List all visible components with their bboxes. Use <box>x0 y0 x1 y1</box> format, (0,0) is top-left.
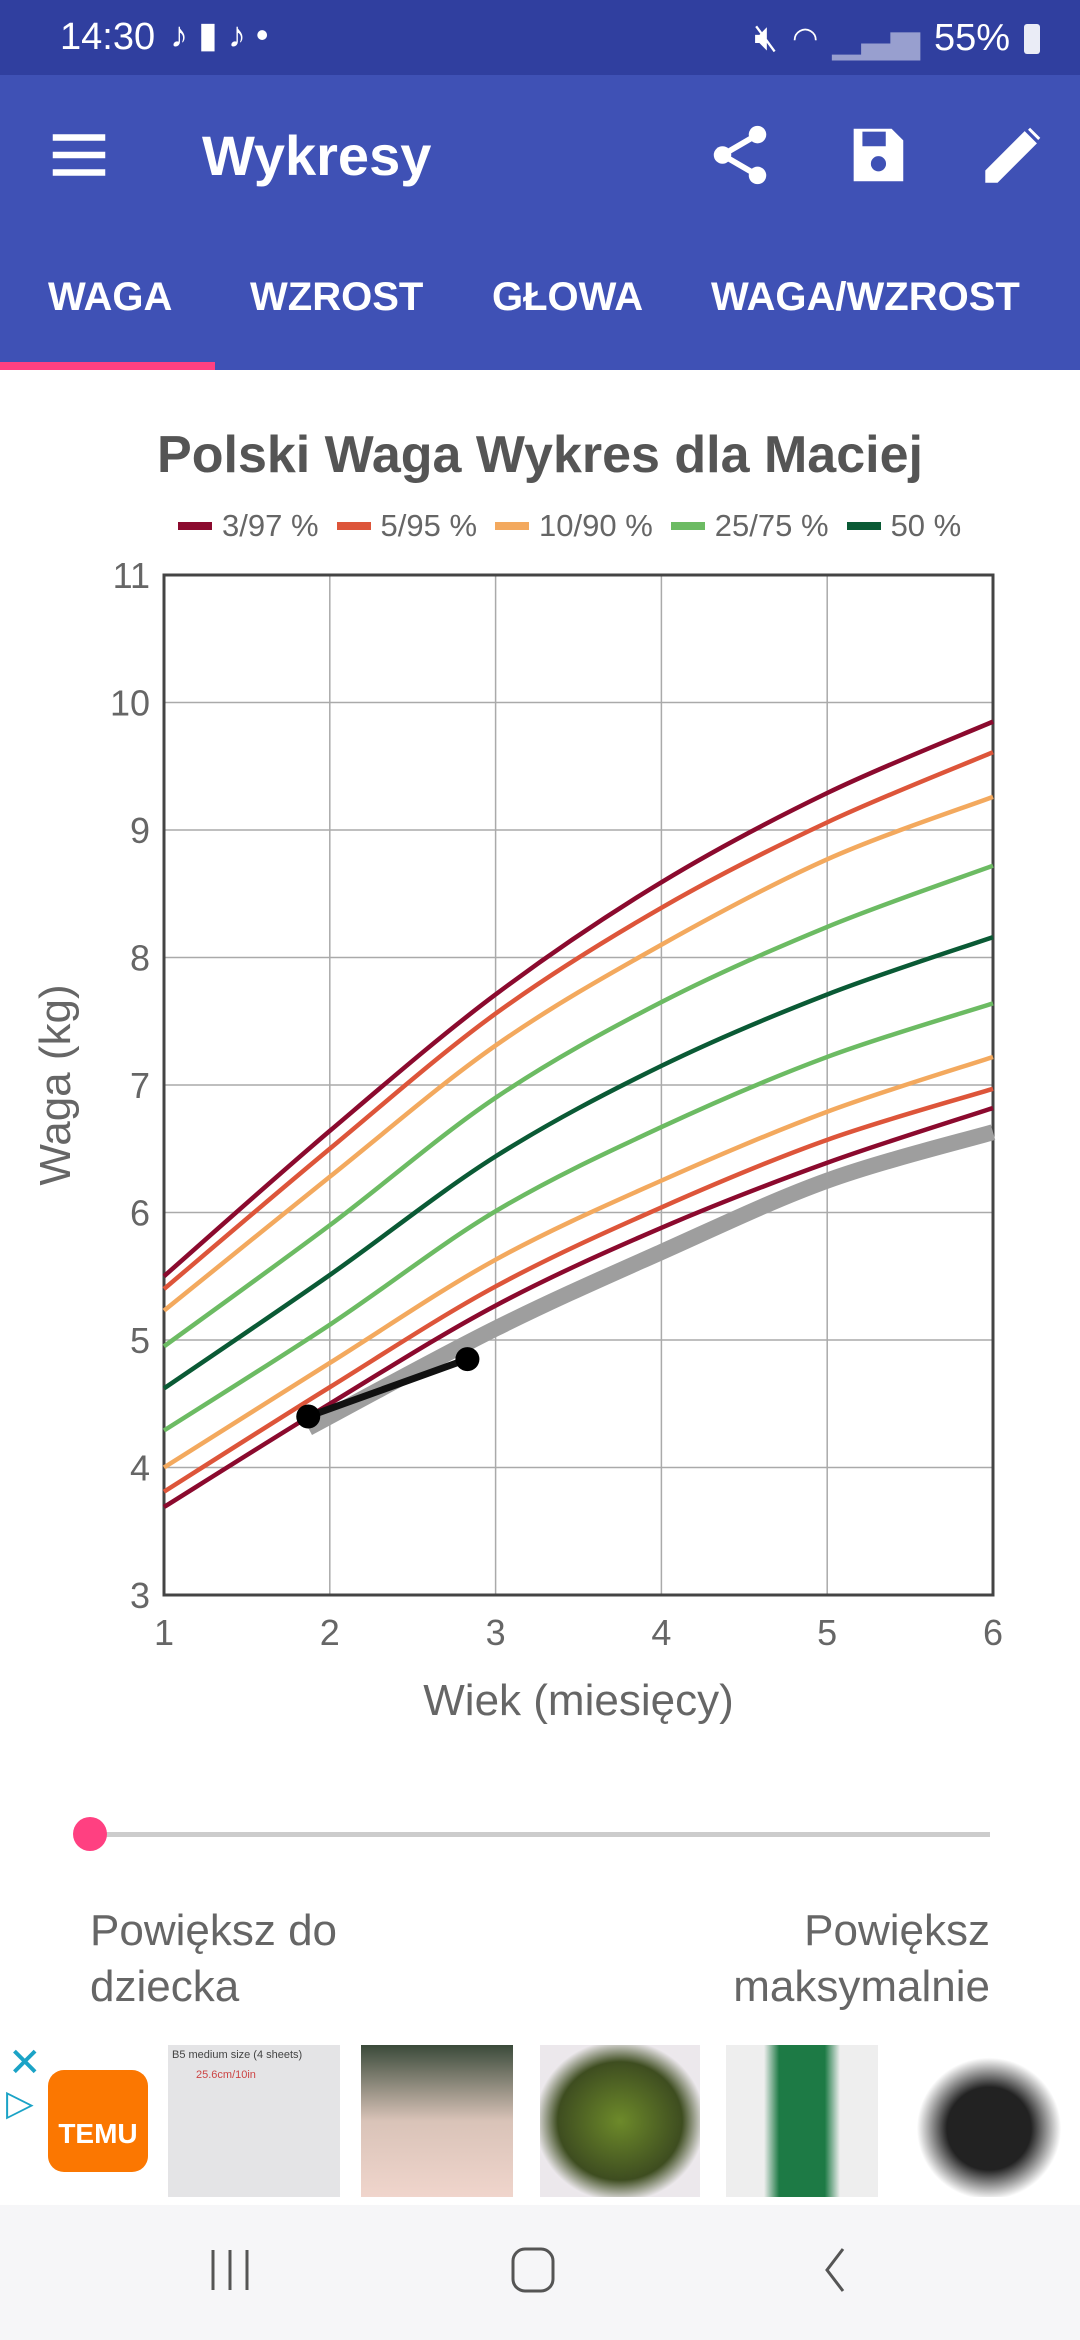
plot-border <box>162 573 995 1597</box>
legend-label: 10/90 % <box>539 508 653 543</box>
legend-item: 5/95 % <box>336 508 478 544</box>
ad-product-image[interactable] <box>726 2045 878 2197</box>
x-tick-label: 2 <box>320 1612 340 1653</box>
battery-icon <box>1024 23 1040 54</box>
legend-item: 10/90 % <box>495 508 653 544</box>
percentile-line-75 <box>162 863 994 1349</box>
legend-item: 50 % <box>846 508 962 544</box>
percentile-line-90 <box>162 794 994 1313</box>
chart-legend: 3/97 % 5/95 % 10/90 % 25/75 % 50 % <box>178 508 961 544</box>
legend-swatch <box>846 522 881 530</box>
zoom-slider-track[interactable] <box>90 1832 990 1837</box>
x-tick-label: 6 <box>983 1612 1003 1653</box>
back-icon[interactable] <box>815 2245 855 2295</box>
close-ad-icon[interactable]: ✕ <box>8 2041 42 2085</box>
legend-swatch <box>178 522 212 530</box>
ad-product-image[interactable] <box>540 2045 700 2197</box>
ad-product-image[interactable] <box>904 2045 1074 2197</box>
clock: 14:30 <box>60 16 156 58</box>
zoom-max-label[interactable]: Powiększ maksymalnie <box>733 1906 990 2011</box>
ad-product-image[interactable]: B5 medium size (4 sheets) 25.6cm/10in <box>168 2045 340 2197</box>
percentile-line-97 <box>162 719 994 1278</box>
legend-item: 3/97 % <box>178 508 319 544</box>
y-tick-label: 11 <box>113 555 150 596</box>
legend-swatch <box>336 522 371 530</box>
y-tick-label: 3 <box>130 1575 150 1616</box>
child-data-point <box>296 1404 321 1429</box>
tab-waga[interactable]: WAGA <box>48 275 173 319</box>
y-tick-label: 8 <box>130 938 150 979</box>
x-tick-label: 5 <box>817 1612 837 1653</box>
legend-swatch <box>670 522 705 530</box>
battery-percent: 55% <box>933 17 1010 59</box>
x-tick-label: 3 <box>486 1612 506 1653</box>
share-icon[interactable] <box>705 120 775 190</box>
growth-chart[interactable]: 1 2 3 4 5 6 3 4 5 6 7 8 9 10 11 Wiek (miesięcy) Waga (kg… <box>0 540 1080 1760</box>
ad-banner[interactable]: ✕ ▷ TEMU B5 medium size (4 sheets) 25.6cm… <box>0 2040 1080 2200</box>
percentile-line-95 <box>162 750 994 1291</box>
y-tick-label: 10 <box>110 683 150 724</box>
legend-swatch <box>495 522 530 530</box>
chart-title: Polski Waga Wykres dla Maciej <box>157 426 923 484</box>
child-data-point <box>455 1347 480 1372</box>
legend-label: 3/97 % <box>222 508 319 543</box>
y-axis-label: Waga (kg) <box>31 984 80 1185</box>
x-tick-label: 4 <box>651 1612 671 1653</box>
active-tab-indicator <box>0 362 215 370</box>
zoom-to-child-label[interactable]: Powiększ do dziecka <box>90 1906 338 2011</box>
zoom-slider-thumb[interactable] <box>73 1817 107 1851</box>
legend-item: 25/75 % <box>670 508 829 544</box>
home-icon[interactable] <box>508 2245 558 2295</box>
percentile-line-50 <box>162 934 994 1391</box>
system-icons: 🔇︎ ◠ ▁▃▅ 55% <box>754 16 1040 61</box>
tab-glowa[interactable]: GŁOWA <box>492 275 644 319</box>
tab-waga-wzrost[interactable]: WAGA/WZROST <box>711 275 1020 319</box>
y-tick-label: 5 <box>130 1320 150 1361</box>
legend-label: 5/95 % <box>380 508 478 543</box>
y-tick-label: 6 <box>130 1193 150 1234</box>
mute-icon: 🔇︎ <box>754 17 779 59</box>
temu-logo[interactable]: TEMU <box>48 2070 148 2172</box>
signal-icon: ▁▃▅ <box>832 18 920 60</box>
navigation-bar <box>0 2205 1080 2340</box>
recent-apps-icon[interactable] <box>205 2245 255 2295</box>
x-axis-label: Wiek (miesięcy) <box>423 1676 733 1725</box>
legend-label: 25/75 % <box>714 508 829 543</box>
menu-icon[interactable] <box>44 120 114 190</box>
percentile-line-5 <box>162 1086 994 1494</box>
notification-icons: ♪ ▮ ♪ • <box>170 14 269 55</box>
projection-band <box>304 1124 996 1436</box>
y-tick-label: 4 <box>130 1448 150 1489</box>
tab-wzrost[interactable]: WZROST <box>250 275 424 319</box>
status-bar: 14:30 ♪ ▮ ♪ • 🔇︎ ◠ ▁▃▅ 55% <box>0 0 1080 75</box>
save-icon[interactable] <box>842 120 912 190</box>
page-title: Wykresy <box>202 124 432 187</box>
app-bar: Wykresy WAGA WZROST GŁOWA WAGA/WZROST <box>0 75 1080 370</box>
y-tick-label: 9 <box>130 810 150 851</box>
child-weight-line <box>307 1355 469 1420</box>
y-tick-label: 7 <box>130 1065 150 1106</box>
ad-choices-icon[interactable]: ▷ <box>6 2082 34 2123</box>
ad-product-image[interactable] <box>361 2045 513 2197</box>
percentile-line-10 <box>162 1054 994 1470</box>
percentile-line-25 <box>162 1001 994 1433</box>
legend-label: 50 % <box>890 508 962 543</box>
x-tick-label: 1 <box>154 1612 174 1653</box>
edit-icon[interactable] <box>978 120 1048 190</box>
wifi-icon: ◠ <box>792 22 819 55</box>
